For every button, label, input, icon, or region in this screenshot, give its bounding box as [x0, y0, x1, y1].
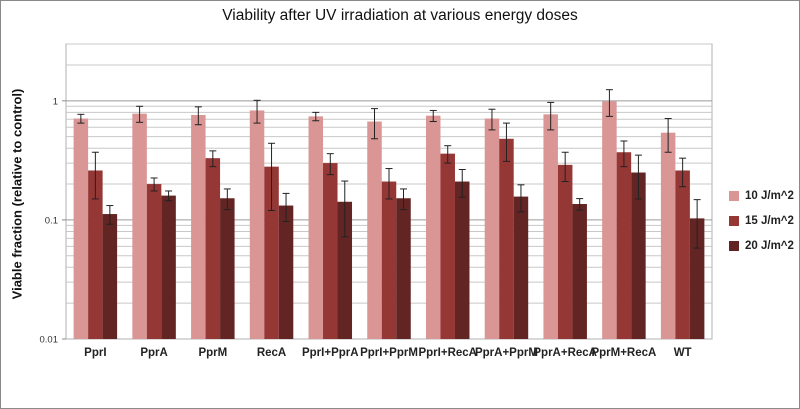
- x-tick-label: PprM+RecA: [591, 347, 656, 359]
- bar: [146, 184, 162, 339]
- x-tick-label: PprI: [84, 347, 106, 359]
- bar: [543, 114, 558, 339]
- legend-swatch-20: [729, 240, 739, 251]
- bar: [440, 153, 455, 339]
- bar: [425, 115, 441, 339]
- legend-label-20: 20 J/m^2: [745, 239, 794, 252]
- bar: [264, 166, 279, 339]
- legend-swatch-15: [729, 215, 739, 226]
- x-tick-label: PprA+PprM: [475, 347, 538, 359]
- x-tick-label: PprA+RecA: [533, 347, 597, 359]
- x-tick-label: PprA: [140, 347, 167, 359]
- bar: [557, 164, 573, 339]
- y-tick-label: 1: [53, 96, 58, 107]
- bar: [616, 152, 632, 339]
- legend-item-20: 20 J/m^2: [729, 239, 794, 252]
- bar: [337, 201, 353, 339]
- legend-item-10: 10 J/m^2: [729, 189, 794, 202]
- bar: [220, 198, 235, 339]
- x-tick-label: PprI+PprM: [360, 347, 418, 359]
- bar: [102, 214, 118, 339]
- bar: [278, 205, 294, 339]
- legend-label-15: 15 J/m^2: [745, 214, 794, 227]
- chart-title: Viability after UV irradiation at variou…: [222, 7, 578, 24]
- bar: [660, 132, 676, 339]
- bar: [161, 195, 176, 339]
- bar: [499, 138, 514, 339]
- bar: [73, 118, 89, 339]
- x-tick-label: PprM: [198, 347, 227, 359]
- bar: [191, 115, 206, 339]
- legend-label-10: 10 J/m^2: [745, 189, 794, 202]
- x-tick-label: RecA: [257, 347, 286, 359]
- bar: [484, 118, 500, 339]
- bar: [249, 110, 265, 339]
- bar: [689, 218, 705, 339]
- bar: [367, 121, 382, 340]
- bar: [381, 181, 397, 339]
- bar: [308, 116, 324, 340]
- bar: [572, 204, 587, 339]
- legend-item-15: 15 J/m^2: [729, 214, 794, 227]
- bar: [631, 172, 646, 339]
- x-tick-label: PprI+PprA: [302, 347, 359, 359]
- y-tick-label: 0.1: [45, 215, 58, 226]
- x-tick-label: PprI+RecA: [418, 347, 476, 359]
- y-tick-label: 0.01: [40, 335, 59, 346]
- legend: 10 J/m^2 15 J/m^2 20 J/m^2: [729, 189, 794, 264]
- bar: [454, 181, 470, 339]
- x-tick-label: WT: [674, 347, 692, 359]
- legend-swatch-10: [729, 190, 739, 201]
- bar: [675, 170, 690, 339]
- bar: [396, 198, 411, 339]
- bar: [132, 113, 147, 339]
- bar: [602, 101, 617, 339]
- bar: [88, 170, 103, 339]
- bar: [513, 196, 529, 339]
- bar: [323, 163, 338, 339]
- bar: [205, 158, 221, 339]
